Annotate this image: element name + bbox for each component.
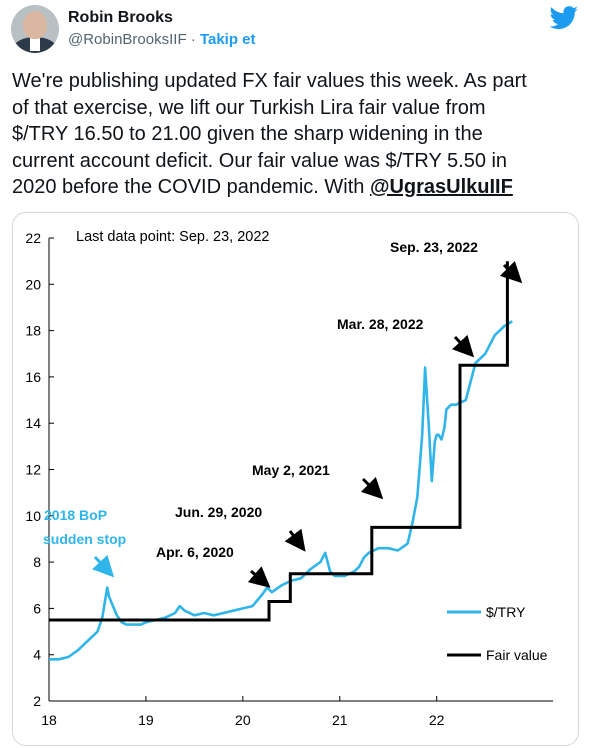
y-tick-label: 16 <box>25 369 41 385</box>
avatar[interactable] <box>11 5 59 53</box>
arrow-may-2021 <box>360 476 384 500</box>
x-tick-label: 21 <box>332 712 348 728</box>
legend-label-fair-value: Fair value <box>486 647 548 663</box>
tweet-line-4: current account deficit. Our fair value … <box>12 149 508 172</box>
x-tick-label: 19 <box>138 712 154 728</box>
twitter-bird-icon[interactable] <box>549 6 579 30</box>
tweet-line-3: $/TRY 16.50 to 21.00 given the sharp wid… <box>12 123 483 145</box>
y-tick-label: 18 <box>25 323 41 339</box>
avatar-shirt <box>30 37 40 51</box>
annotation-may-2021: May 2, 2021 <box>252 462 330 478</box>
y-tick-label: 12 <box>25 462 41 478</box>
arrow-bop <box>92 554 115 578</box>
series-fair-value-line <box>49 261 509 622</box>
y-tick-label: 6 <box>33 600 41 616</box>
tweet-line-2: of that exercise, we lift our Turkish Li… <box>12 96 486 119</box>
y-tick-label: 4 <box>33 647 41 663</box>
x-tick-label: 18 <box>41 712 57 728</box>
chart: 2 4 6 8 10 12 14 16 18 20 22 18 19 20 21 22 Last data po… <box>25 229 553 728</box>
x-tick-label: 20 <box>235 712 251 728</box>
y-tick-label: 14 <box>25 415 41 431</box>
annotation-bop-line1: 2018 BoP <box>44 507 107 523</box>
series-try-line <box>49 320 513 661</box>
x-tick-label: 22 <box>429 712 445 728</box>
follow-button[interactable]: Takip et <box>199 31 256 48</box>
annotation-sep-2022: Sep. 23, 2022 <box>390 239 478 255</box>
arrow-jun-2020 <box>284 528 306 552</box>
author-name[interactable]: Robin Brooks <box>68 9 173 26</box>
y-tick-label: 22 <box>25 230 41 246</box>
y-tick-label: 10 <box>25 508 41 524</box>
y-tick-label: 8 <box>33 554 41 570</box>
annotation-jun-2020: Jun. 29, 2020 <box>175 504 262 520</box>
annotation-mar-2022: Mar. 28, 2022 <box>337 316 424 332</box>
mention-link[interactable]: @UgrasUlkuIIF <box>369 176 513 198</box>
arrow-apr-2020 <box>247 566 271 588</box>
avatar-face <box>23 11 47 39</box>
arrow-mar-2022 <box>452 334 475 358</box>
annotation-apr-2020: Apr. 6, 2020 <box>156 544 234 560</box>
tweet-line-1: We're publishing updated FX fair values … <box>12 70 527 92</box>
author-handle[interactable]: @RobinBrooksIIF <box>68 31 187 48</box>
tweet-text: We're publishing updated FX fair values … <box>12 68 584 201</box>
chart-note: Last data point: Sep. 23, 2022 <box>76 229 269 245</box>
legend-label-try: $/TRY <box>486 604 526 620</box>
y-tick-label: 20 <box>25 276 41 292</box>
separator: · <box>190 31 196 48</box>
author-handle-line: @RobinBrooksIIF · Takip et <box>68 31 256 48</box>
annotation-bop-line2: sudden stop <box>43 531 126 547</box>
arrow-sep-2022 <box>499 260 523 284</box>
y-tick-label: 2 <box>33 693 41 709</box>
tweet-line-5: 2020 before the COVID pandemic. With <box>12 176 370 198</box>
tweet-media-chart[interactable]: 2 4 6 8 10 12 14 16 18 20 22 18 19 20 21 22 Last data po… <box>12 212 579 746</box>
